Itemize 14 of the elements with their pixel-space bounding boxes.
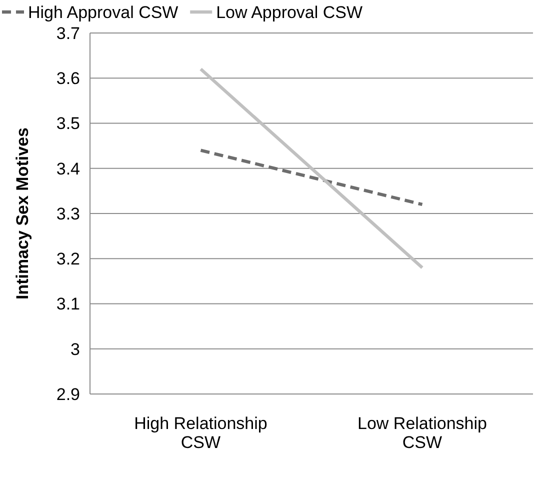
legend-label: Low Approval CSW: [216, 3, 363, 22]
legend-label: High Approval CSW: [28, 3, 178, 22]
y-tick-label: 3.2: [56, 250, 80, 269]
y-tick-label: 3.4: [56, 159, 80, 178]
y-tick-label: 3: [70, 340, 80, 359]
y-tick-label: 2.9: [56, 384, 80, 404]
x-tick-label: High Relationship CSW: [134, 414, 268, 452]
y-tick-label: 3.1: [56, 294, 80, 314]
x-tick-label: Low Relationship CSW: [358, 414, 487, 452]
y-tick-label: 3.6: [56, 69, 80, 88]
y-tick-label: 3.3: [56, 204, 80, 224]
y-axis-title: Intimacy Sex Motives: [13, 128, 32, 300]
y-tick-label: 3.7: [56, 24, 80, 43]
y-tick-label: 3.5: [56, 114, 80, 134]
